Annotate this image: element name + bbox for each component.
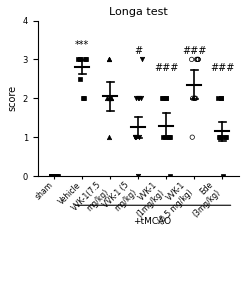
Point xyxy=(108,96,112,101)
Point xyxy=(133,135,137,139)
Point xyxy=(218,135,222,139)
Point xyxy=(193,96,197,101)
Point xyxy=(49,174,53,178)
Point xyxy=(194,96,198,101)
Point xyxy=(161,135,165,139)
Point xyxy=(81,96,85,101)
Point xyxy=(137,135,141,139)
Point xyxy=(218,135,222,139)
Point xyxy=(133,135,137,139)
Point xyxy=(107,57,111,62)
Point xyxy=(221,174,225,178)
Point xyxy=(161,96,165,101)
Point xyxy=(78,57,82,62)
Text: ###: ### xyxy=(154,63,179,73)
Point xyxy=(107,96,110,101)
Text: #: # xyxy=(134,45,142,55)
Point xyxy=(56,174,60,178)
Point xyxy=(82,96,86,101)
Point xyxy=(168,135,172,139)
Text: ###: ### xyxy=(210,63,234,73)
Point xyxy=(107,135,111,139)
Point xyxy=(109,96,113,101)
Point xyxy=(217,135,221,139)
Point xyxy=(83,57,87,62)
Point xyxy=(219,135,223,139)
Point xyxy=(56,174,60,178)
Point xyxy=(167,135,171,139)
Point xyxy=(196,57,200,62)
Point xyxy=(190,135,194,139)
Point xyxy=(53,174,57,178)
Point xyxy=(190,57,194,62)
Point xyxy=(78,77,82,81)
Point xyxy=(219,96,223,101)
Point xyxy=(140,57,144,62)
Point xyxy=(137,96,141,101)
Point xyxy=(196,57,200,62)
Point xyxy=(51,174,55,178)
Point xyxy=(216,96,220,101)
Point xyxy=(108,96,112,101)
Text: ***: *** xyxy=(75,40,90,50)
Point xyxy=(137,96,140,101)
Point xyxy=(219,96,223,101)
Point xyxy=(105,96,109,101)
Text: +tMCAO: +tMCAO xyxy=(133,217,171,226)
Point xyxy=(160,96,164,101)
Point xyxy=(168,174,172,178)
Point xyxy=(164,96,168,101)
Point xyxy=(49,174,53,178)
Text: ###: ### xyxy=(182,45,206,55)
Point xyxy=(139,96,143,101)
Point xyxy=(166,135,170,139)
Point xyxy=(49,174,53,178)
Title: Longa test: Longa test xyxy=(109,7,168,17)
Point xyxy=(136,174,140,178)
Point xyxy=(84,57,88,62)
Point xyxy=(224,135,228,139)
Point xyxy=(107,57,110,62)
Point xyxy=(76,57,80,62)
Point xyxy=(54,174,58,178)
Point xyxy=(164,96,168,101)
Point xyxy=(78,57,82,62)
Point xyxy=(134,135,138,139)
Point xyxy=(134,96,138,101)
Point xyxy=(196,57,200,62)
Point xyxy=(195,57,199,62)
Y-axis label: score: score xyxy=(7,85,17,111)
Point xyxy=(223,135,227,139)
Point xyxy=(192,96,196,101)
Point xyxy=(191,96,195,101)
Point xyxy=(163,135,167,139)
